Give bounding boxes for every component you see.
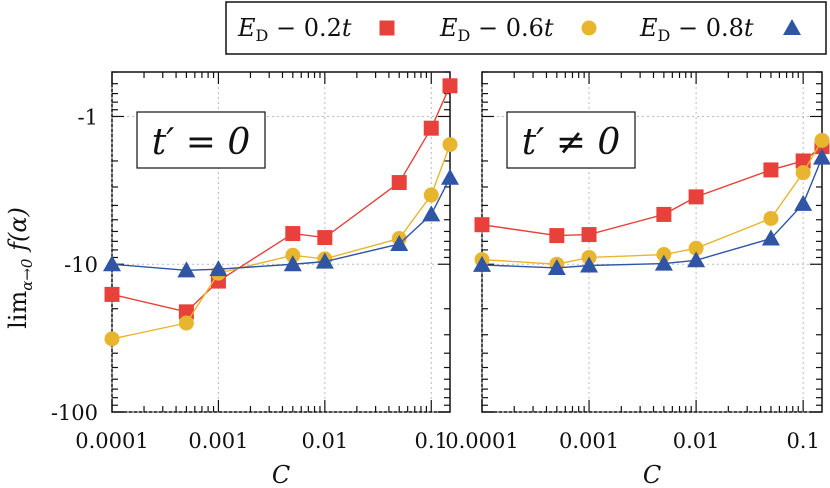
- data-point-series-2: [795, 165, 811, 181]
- x-tick-label: 0.0001: [445, 429, 518, 453]
- y-axis-label: limα→0 f(α): [4, 207, 36, 329]
- legend-label-3: ED − 0.8t: [639, 14, 754, 45]
- data-point-series-1: [317, 230, 333, 246]
- data-point-series-1: [549, 228, 565, 244]
- data-point-series-1: [423, 120, 439, 136]
- y-tick-label: -10: [64, 253, 98, 277]
- data-point-series-3: [654, 254, 673, 271]
- data-point-series-1: [688, 189, 704, 205]
- x-tick-label: 0.001: [188, 429, 248, 453]
- data-point-series-1: [474, 217, 490, 233]
- data-point-series-3: [547, 258, 566, 275]
- x-tick-label: 0.0001: [75, 429, 148, 453]
- x-axis-label-right: C: [643, 461, 661, 488]
- x-tick-label: 0.01: [673, 429, 720, 453]
- data-point-series-3: [687, 251, 706, 268]
- data-point-series-3: [813, 148, 830, 165]
- legend-marker-3: [783, 19, 801, 35]
- legend-label-1: ED − 0.2t: [237, 14, 352, 45]
- y-tick-label: -1: [78, 105, 98, 129]
- data-point-series-3: [177, 261, 196, 278]
- panel-label: t′ ≠ 0: [522, 122, 621, 163]
- panel-1: 0.0001 0.001 0.01 0.1 -1 -10 -100 t′ = 0: [51, 71, 459, 453]
- legend-box: [225, 1, 827, 55]
- data-point-series-3: [794, 194, 813, 211]
- x-tick-label: 0.01: [301, 429, 348, 453]
- data-point-series-2: [688, 240, 704, 256]
- data-point-series-3: [580, 256, 599, 273]
- data-point-series-3: [209, 260, 228, 277]
- x-tick-label: 0.001: [559, 429, 619, 453]
- data-point-series-2: [423, 187, 439, 203]
- data-point-series-3: [283, 255, 302, 272]
- data-point-series-3: [422, 205, 441, 222]
- data-point-series-3: [761, 229, 780, 246]
- legend-marker-1: [379, 20, 395, 36]
- series-line-2: [111, 144, 451, 340]
- data-point-series-3: [441, 168, 459, 185]
- data-point-series-1: [581, 227, 597, 243]
- data-point-series-2: [178, 315, 194, 331]
- data-point-series-2: [656, 247, 672, 263]
- data-point-series-3: [473, 255, 491, 272]
- data-point-series-2: [104, 331, 120, 347]
- x-axis-label-left: C: [272, 461, 290, 488]
- data-point-series-2: [814, 132, 830, 148]
- data-point-series-1: [104, 286, 120, 302]
- data-point-series-2: [442, 137, 458, 153]
- data-point-series-1: [391, 175, 407, 191]
- x-tick-label: 0.1: [415, 429, 448, 453]
- legend-label-2: ED − 0.6t: [439, 14, 554, 45]
- data-point-series-1: [285, 226, 301, 242]
- panel-2: 0.0001 0.001 0.01 0.1 t′ ≠ 0: [445, 71, 830, 453]
- data-point-series-2: [763, 210, 779, 226]
- data-point-series-1: [795, 153, 811, 169]
- y-tick-label: -100: [51, 401, 98, 425]
- panel-label-box: [136, 111, 266, 169]
- data-point-series-1: [656, 206, 672, 222]
- data-point-series-1: [442, 78, 458, 94]
- panel-label-box: [506, 111, 636, 169]
- legend-marker-2: [581, 20, 597, 36]
- panel-label: t′ = 0: [152, 122, 251, 163]
- data-point-series-3: [390, 235, 409, 252]
- data-point-series-3: [103, 255, 121, 272]
- data-point-series-1: [178, 304, 194, 320]
- data-point-series-1: [763, 162, 779, 178]
- legend: ED − 0.2t ED − 0.6t ED − 0.8t: [225, 1, 827, 55]
- data-point-series-3: [315, 252, 334, 269]
- x-tick-label: 0.1: [786, 429, 819, 453]
